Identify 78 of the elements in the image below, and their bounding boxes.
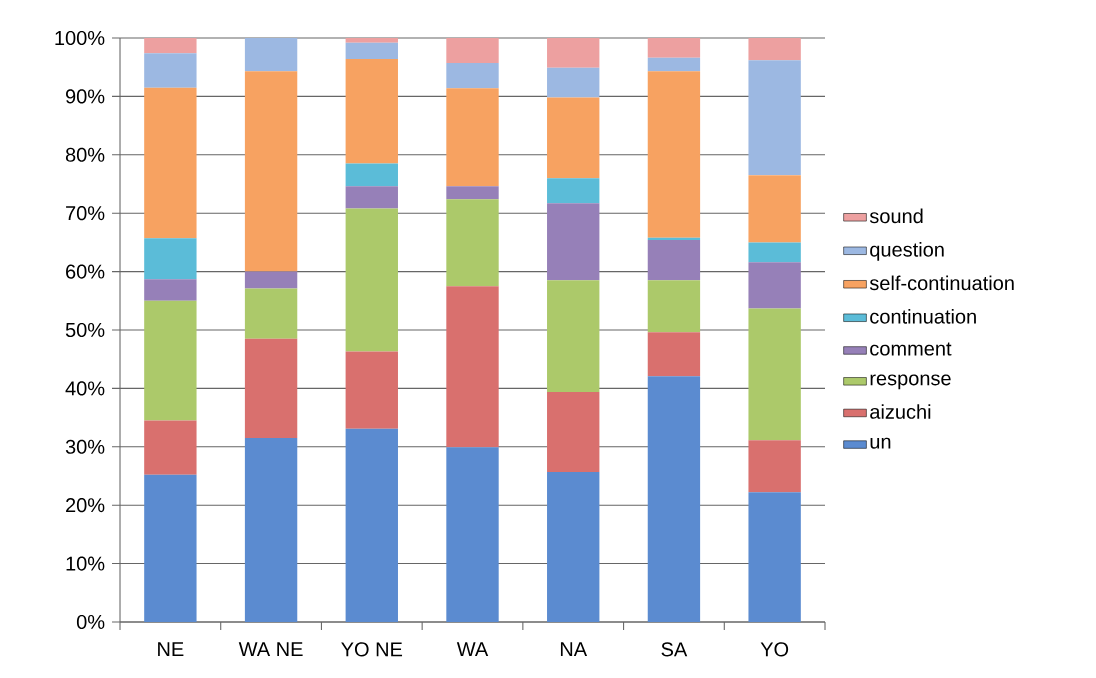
y-tick-label: 0%	[76, 614, 105, 630]
bar	[748, 175, 801, 243]
legend-label: continuation	[870, 309, 976, 324]
bar	[446, 286, 499, 448]
bar	[345, 163, 398, 187]
bar	[345, 428, 398, 622]
bar	[547, 280, 600, 392]
y-tick-label: 90%	[65, 89, 105, 104]
x-tick-label: YO NE	[341, 642, 403, 657]
y-tick-label: 50%	[65, 322, 105, 338]
y-tick-label: 20%	[66, 498, 105, 513]
bar	[748, 60, 801, 176]
x-tick-label: SA	[661, 642, 688, 657]
x-tick-label: WA	[456, 642, 489, 657]
bar	[647, 376, 701, 622]
y-tick-label: 100%	[55, 30, 105, 46]
bar	[345, 38, 398, 43]
bar	[345, 186, 398, 209]
legend-label: response	[870, 374, 951, 390]
bar	[345, 42, 398, 60]
bar	[647, 332, 701, 377]
bar	[748, 440, 801, 493]
bar	[547, 391, 600, 472]
bar	[647, 38, 701, 58]
bar	[647, 57, 701, 72]
bar	[144, 238, 197, 280]
bar	[547, 178, 600, 204]
bar	[244, 338, 298, 439]
bar	[244, 288, 298, 339]
y-tick-label: 60%	[66, 264, 105, 279]
bar	[244, 38, 298, 72]
bar	[547, 203, 600, 281]
bar	[547, 97, 600, 179]
y-tick-label: 70%	[66, 206, 105, 221]
bar	[244, 71, 298, 272]
bar	[647, 240, 701, 281]
bar	[144, 38, 197, 54]
bar	[345, 59, 398, 164]
bar	[547, 471, 600, 622]
x-tick-label: WA NE	[238, 642, 303, 657]
bar	[748, 492, 801, 622]
y-tick-label: 80%	[65, 147, 105, 162]
bar	[446, 186, 499, 200]
bar	[446, 199, 499, 287]
bar	[144, 53, 197, 88]
bar	[748, 38, 801, 61]
bar	[647, 280, 701, 333]
bar	[144, 420, 197, 475]
x-tick-label: YO	[760, 642, 789, 657]
bar	[144, 87, 197, 239]
legend-label: self-continuation	[869, 275, 1014, 291]
y-tick-label: 10%	[66, 556, 105, 571]
bar	[446, 63, 499, 89]
legend-label: aizuchi	[870, 404, 931, 419]
bar	[345, 351, 398, 429]
bar	[446, 38, 499, 64]
bar	[345, 208, 398, 352]
bar	[647, 71, 701, 238]
bar	[144, 279, 197, 301]
bar	[244, 438, 298, 622]
legend-label: comment	[870, 342, 952, 356]
bar	[144, 300, 197, 421]
bar	[748, 242, 801, 263]
x-tick-label: NA	[560, 642, 588, 657]
legend-label: sound	[869, 208, 923, 224]
bar	[244, 271, 298, 289]
bar	[446, 88, 499, 187]
x-tick-label: NE	[158, 642, 184, 657]
legend-label: un	[870, 437, 891, 449]
bar	[547, 38, 600, 68]
bar	[547, 67, 600, 98]
y-tick-label: 40%	[65, 381, 105, 396]
bar	[748, 262, 801, 309]
y-tick-label: 30%	[65, 439, 105, 454]
legend-label: question	[870, 242, 944, 261]
bar	[748, 308, 801, 441]
bar	[144, 474, 197, 622]
bar	[446, 447, 499, 622]
